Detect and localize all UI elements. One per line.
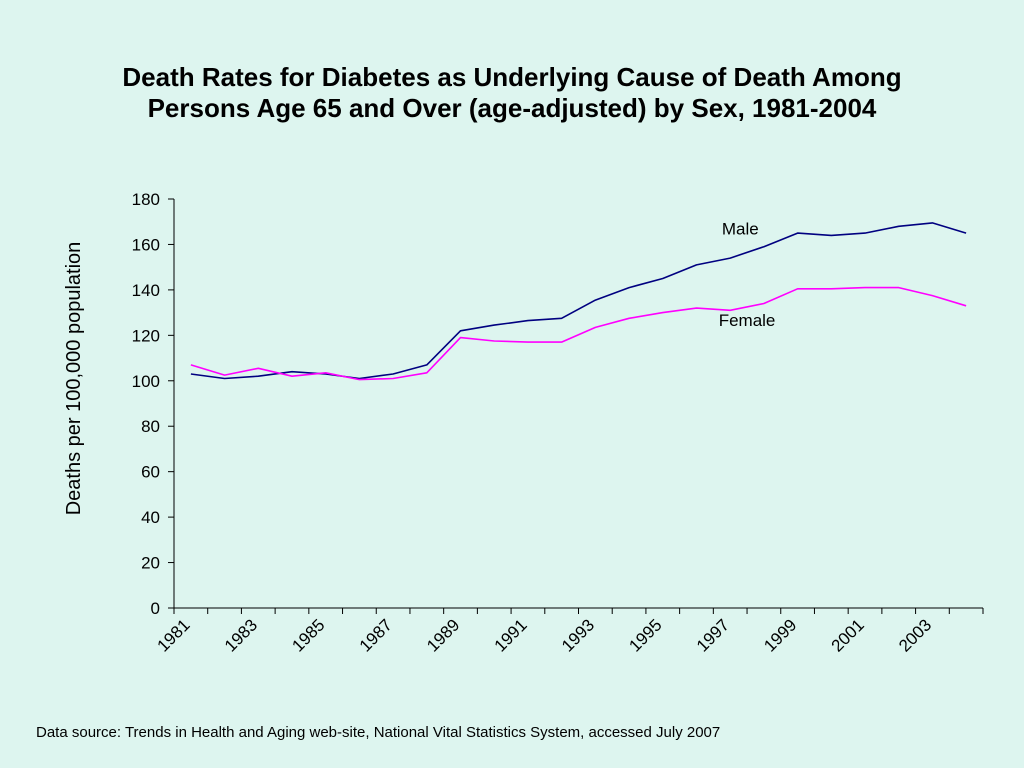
chart-title-line-2: Persons Age 65 and Over (age-adjusted) b… <box>147 93 877 123</box>
y-tick-label-140: 140 <box>132 281 160 300</box>
y-tick-label-100: 100 <box>132 372 160 391</box>
series-line-male <box>190 222 967 380</box>
x-tick-label-1999: 1999 <box>760 615 800 655</box>
y-tick-label-40: 40 <box>141 508 160 527</box>
line-chart: 0 20 40 60 80 100 120 140 160 180 1981 1983 1985 1987… <box>63 190 984 656</box>
y-axis-label: Deaths per 100,000 population <box>63 242 85 516</box>
y-tick-label-20: 20 <box>141 554 160 573</box>
x-tick-label-2001: 2001 <box>828 615 868 655</box>
x-tick-label-1997: 1997 <box>693 615 733 655</box>
data-source-note: Data source: Trends in Health and Aging … <box>36 724 721 741</box>
y-tick-label-0: 0 <box>151 599 160 618</box>
x-tick-label-1995: 1995 <box>625 615 665 655</box>
y-tick-label-120: 120 <box>132 326 160 345</box>
x-tick-label-1981: 1981 <box>153 615 193 655</box>
x-tick-label-1983: 1983 <box>221 615 261 655</box>
x-tick-label-1991: 1991 <box>491 615 531 655</box>
y-tick-label-180: 180 <box>132 190 160 209</box>
x-tick-label-1989: 1989 <box>423 615 463 655</box>
y-tick-label-60: 60 <box>141 463 160 482</box>
x-tick-label-1987: 1987 <box>356 615 396 655</box>
series-label-female: Female <box>719 311 776 330</box>
x-tick-label-1985: 1985 <box>288 615 328 655</box>
y-tick-label-160: 160 <box>132 235 160 254</box>
series-label-male: Male <box>722 220 759 239</box>
y-tick-label-80: 80 <box>141 417 160 436</box>
series-line-female <box>190 286 967 381</box>
x-tick-label-2003: 2003 <box>895 615 935 655</box>
chart-title-line-1: Death Rates for Diabetes as Underlying C… <box>122 62 902 92</box>
x-tick-label-1993: 1993 <box>558 615 598 655</box>
chart-title: Death Rates for Diabetes as Underlying C… <box>40 62 984 124</box>
